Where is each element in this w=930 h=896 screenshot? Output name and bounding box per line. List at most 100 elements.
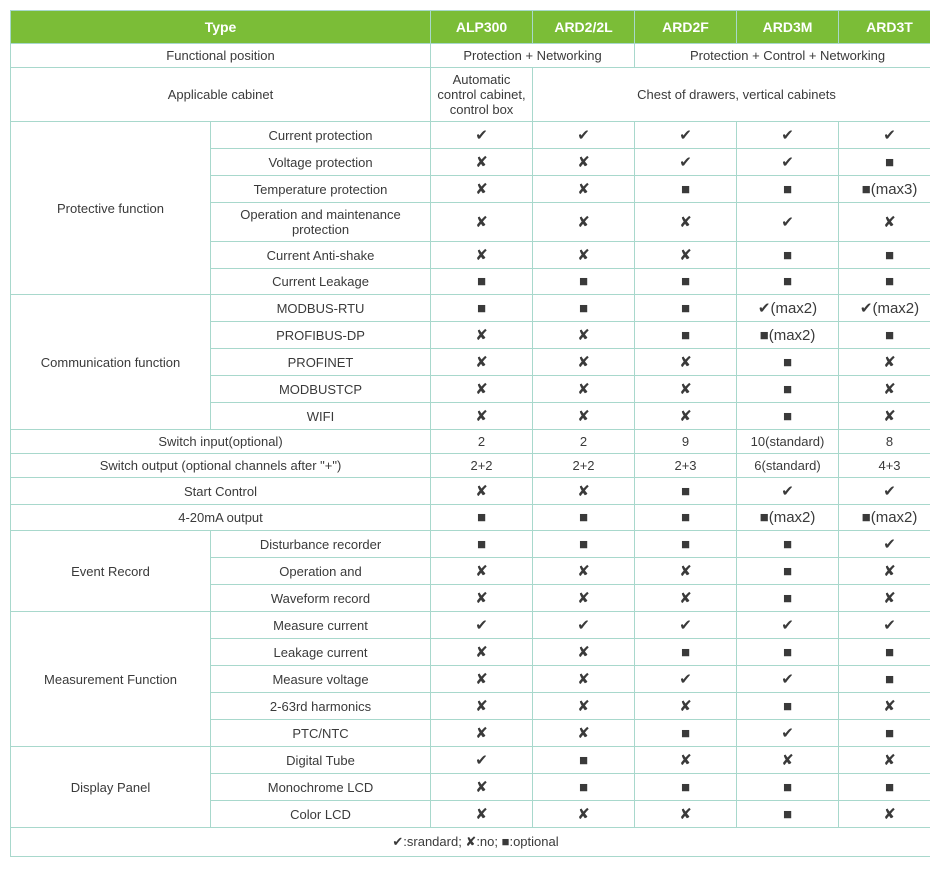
cell: ✘ bbox=[533, 349, 635, 376]
cell: ✔ bbox=[737, 612, 839, 639]
cell: ✔ bbox=[839, 478, 930, 505]
sublabel: Current Leakage bbox=[211, 269, 431, 295]
cell: ✔ bbox=[533, 612, 635, 639]
comparison-table: Type ALP300 ARD2/2L ARD2F ARD3M ARD3T Fu… bbox=[10, 10, 930, 857]
cell: ✘ bbox=[533, 558, 635, 585]
cell: ✔ bbox=[737, 203, 839, 242]
cell: ✘ bbox=[635, 747, 737, 774]
table-row: Communication function MODBUS-RTU ■ ■ ■ … bbox=[11, 295, 930, 322]
cell: ✘ bbox=[533, 478, 635, 505]
label-functional-position: Functional position bbox=[11, 44, 431, 68]
cell: ■(max3) bbox=[839, 176, 930, 203]
cell: ■ bbox=[737, 693, 839, 720]
cell: ✘ bbox=[635, 801, 737, 828]
cell: ✘ bbox=[737, 747, 839, 774]
cell: 2 bbox=[533, 430, 635, 454]
cell: ✘ bbox=[431, 242, 533, 269]
cell: ■ bbox=[431, 505, 533, 531]
cell: ✔ bbox=[737, 666, 839, 693]
cell: ■ bbox=[635, 720, 737, 747]
header-product-2: ARD2F bbox=[635, 11, 737, 44]
cell: ✘ bbox=[431, 203, 533, 242]
label-switch-output: Switch output (optional channels after "… bbox=[11, 454, 431, 478]
cell-functional-position-span1: Protection + Networking bbox=[431, 44, 635, 68]
cell: ✔ bbox=[737, 478, 839, 505]
cell: 2 bbox=[431, 430, 533, 454]
cell: 6(standard) bbox=[737, 454, 839, 478]
cell: ✘ bbox=[431, 639, 533, 666]
sublabel: Operation and maintenance protection bbox=[211, 203, 431, 242]
cell: ■ bbox=[839, 666, 930, 693]
sublabel: Measure current bbox=[211, 612, 431, 639]
cell: ■ bbox=[533, 531, 635, 558]
cell: 2+2 bbox=[431, 454, 533, 478]
cell: ■ bbox=[737, 349, 839, 376]
cell: ✘ bbox=[635, 585, 737, 612]
sublabel: Digital Tube bbox=[211, 747, 431, 774]
cell: ✔ bbox=[431, 747, 533, 774]
row-4-20ma-output: 4-20mA output ■ ■ ■ ■(max2) ■(max2) bbox=[11, 505, 930, 531]
cell: ✔(max2) bbox=[839, 295, 930, 322]
row-legend: ✔:srandard; ✘:no; ■:optional bbox=[11, 828, 930, 857]
header-product-0: ALP300 bbox=[431, 11, 533, 44]
cell: ■ bbox=[737, 801, 839, 828]
cell: ✘ bbox=[533, 376, 635, 403]
sublabel: MODBUSTCP bbox=[211, 376, 431, 403]
cell: ■ bbox=[737, 558, 839, 585]
cell: ■ bbox=[635, 269, 737, 295]
cell: ✔ bbox=[737, 149, 839, 176]
cell: ✘ bbox=[839, 558, 930, 585]
cell: ✘ bbox=[431, 176, 533, 203]
cell: ✔(max2) bbox=[737, 295, 839, 322]
cell: ■ bbox=[635, 774, 737, 801]
cell: ✔ bbox=[431, 122, 533, 149]
cell: ■ bbox=[533, 505, 635, 531]
sublabel: 2-63rd harmonics bbox=[211, 693, 431, 720]
cell: ■ bbox=[839, 149, 930, 176]
table-row: Protective function Current protection ✔… bbox=[11, 122, 930, 149]
cell: ✘ bbox=[431, 666, 533, 693]
cell: ■ bbox=[737, 639, 839, 666]
cell: ✘ bbox=[533, 403, 635, 430]
cell-applicable-cabinet-span2: Chest of drawers, vertical cabinets bbox=[533, 68, 930, 122]
header-type: Type bbox=[11, 11, 431, 44]
row-switch-input: Switch input(optional) 2 2 9 10(standard… bbox=[11, 430, 930, 454]
cell: ✘ bbox=[839, 747, 930, 774]
cell: ✘ bbox=[431, 801, 533, 828]
label-start-control: Start Control bbox=[11, 478, 431, 505]
row-start-control: Start Control ✘ ✘ ■ ✔ ✔ bbox=[11, 478, 930, 505]
sublabel: PROFIBUS-DP bbox=[211, 322, 431, 349]
label-switch-input: Switch input(optional) bbox=[11, 430, 431, 454]
cell: ✔ bbox=[839, 612, 930, 639]
sublabel: Temperature protection bbox=[211, 176, 431, 203]
cell: ■ bbox=[737, 403, 839, 430]
cell: ✘ bbox=[635, 242, 737, 269]
cell: ✘ bbox=[431, 558, 533, 585]
cell: ✘ bbox=[635, 403, 737, 430]
cell: ■ bbox=[839, 639, 930, 666]
cell: ■ bbox=[737, 531, 839, 558]
legend-text: ✔:srandard; ✘:no; ■:optional bbox=[11, 828, 930, 857]
row-switch-output: Switch output (optional channels after "… bbox=[11, 454, 930, 478]
cell: ✔ bbox=[635, 666, 737, 693]
sublabel: Waveform record bbox=[211, 585, 431, 612]
group-display-panel: Display Panel bbox=[11, 747, 211, 828]
cell: ■(max2) bbox=[737, 322, 839, 349]
sublabel: MODBUS-RTU bbox=[211, 295, 431, 322]
cell: ■(max2) bbox=[737, 505, 839, 531]
sublabel: Measure voltage bbox=[211, 666, 431, 693]
cell: ■ bbox=[839, 720, 930, 747]
sublabel: Operation and bbox=[211, 558, 431, 585]
sublabel: Current Anti-shake bbox=[211, 242, 431, 269]
cell: ■ bbox=[737, 176, 839, 203]
cell: ✘ bbox=[533, 585, 635, 612]
cell: ■ bbox=[737, 376, 839, 403]
cell: ✘ bbox=[431, 403, 533, 430]
cell: ■ bbox=[737, 774, 839, 801]
cell: ✔ bbox=[737, 122, 839, 149]
label-applicable-cabinet: Applicable cabinet bbox=[11, 68, 431, 122]
cell: ■ bbox=[839, 322, 930, 349]
sublabel: Voltage protection bbox=[211, 149, 431, 176]
group-communication-function: Communication function bbox=[11, 295, 211, 430]
cell: ✘ bbox=[635, 376, 737, 403]
